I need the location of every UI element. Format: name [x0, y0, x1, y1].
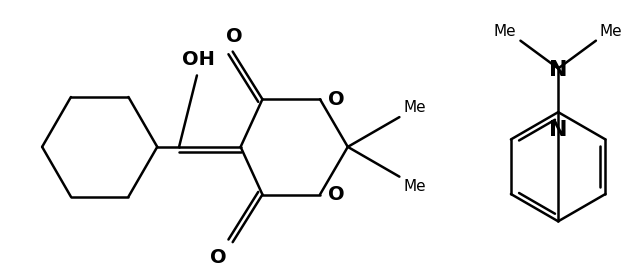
Text: N: N [549, 120, 568, 140]
Text: O: O [211, 248, 227, 267]
Text: O: O [227, 27, 243, 46]
Text: N: N [549, 60, 568, 81]
Text: O: O [328, 90, 344, 109]
Text: Me: Me [403, 100, 426, 115]
Text: Me: Me [403, 179, 426, 194]
Text: Me: Me [600, 24, 623, 39]
Text: OH: OH [182, 51, 216, 69]
Text: O: O [328, 185, 344, 204]
Text: Me: Me [494, 24, 516, 39]
